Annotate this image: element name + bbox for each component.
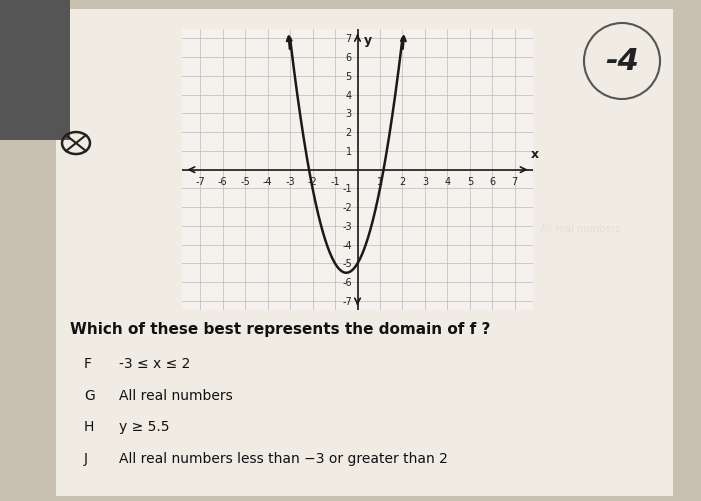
- Text: -4: -4: [605, 48, 639, 76]
- Text: -5: -5: [342, 259, 352, 269]
- Text: -2: -2: [342, 203, 352, 213]
- Text: -2: -2: [308, 177, 318, 187]
- Text: All real numbers: All real numbers: [540, 223, 620, 233]
- Text: All real numbers less than −3 or greater than 2: All real numbers less than −3 or greater…: [119, 451, 448, 465]
- Text: -6: -6: [342, 278, 352, 288]
- Text: 6: 6: [346, 53, 352, 63]
- Text: 3: 3: [422, 177, 428, 187]
- Text: 3: 3: [346, 109, 352, 119]
- FancyBboxPatch shape: [0, 0, 70, 140]
- Text: J: J: [84, 451, 88, 465]
- Text: -1: -1: [342, 184, 352, 194]
- Text: All real numbers: All real numbers: [119, 388, 233, 402]
- Text: 5: 5: [346, 72, 352, 82]
- Text: -3: -3: [285, 177, 295, 187]
- Text: 2: 2: [400, 177, 406, 187]
- Text: 4: 4: [444, 177, 451, 187]
- Text: H: H: [84, 419, 95, 433]
- Text: 7: 7: [346, 35, 352, 45]
- FancyBboxPatch shape: [56, 10, 673, 496]
- Text: 6: 6: [489, 177, 496, 187]
- Text: -4: -4: [263, 177, 273, 187]
- Text: -6: -6: [218, 177, 228, 187]
- Text: x: x: [531, 148, 538, 161]
- Text: 5: 5: [467, 177, 473, 187]
- Text: 4: 4: [346, 91, 352, 101]
- Text: y: y: [365, 34, 372, 47]
- Text: 1: 1: [346, 147, 352, 157]
- Text: G: G: [84, 388, 95, 402]
- Text: -7: -7: [342, 296, 352, 306]
- Text: -1: -1: [330, 177, 340, 187]
- Text: -3 ≤ x ≤ 2: -3 ≤ x ≤ 2: [119, 356, 191, 370]
- Text: 1: 1: [377, 177, 383, 187]
- Text: y ≥ 5.5: y ≥ 5.5: [119, 419, 170, 433]
- Text: 7: 7: [512, 177, 518, 187]
- Text: Which of these best represents the domain of f ?: Which of these best represents the domai…: [70, 321, 491, 336]
- Text: -7: -7: [196, 177, 205, 187]
- Text: -4: -4: [342, 240, 352, 250]
- Text: F: F: [84, 356, 92, 370]
- Text: -3: -3: [342, 221, 352, 231]
- Text: 2: 2: [346, 128, 352, 138]
- Text: -5: -5: [240, 177, 250, 187]
